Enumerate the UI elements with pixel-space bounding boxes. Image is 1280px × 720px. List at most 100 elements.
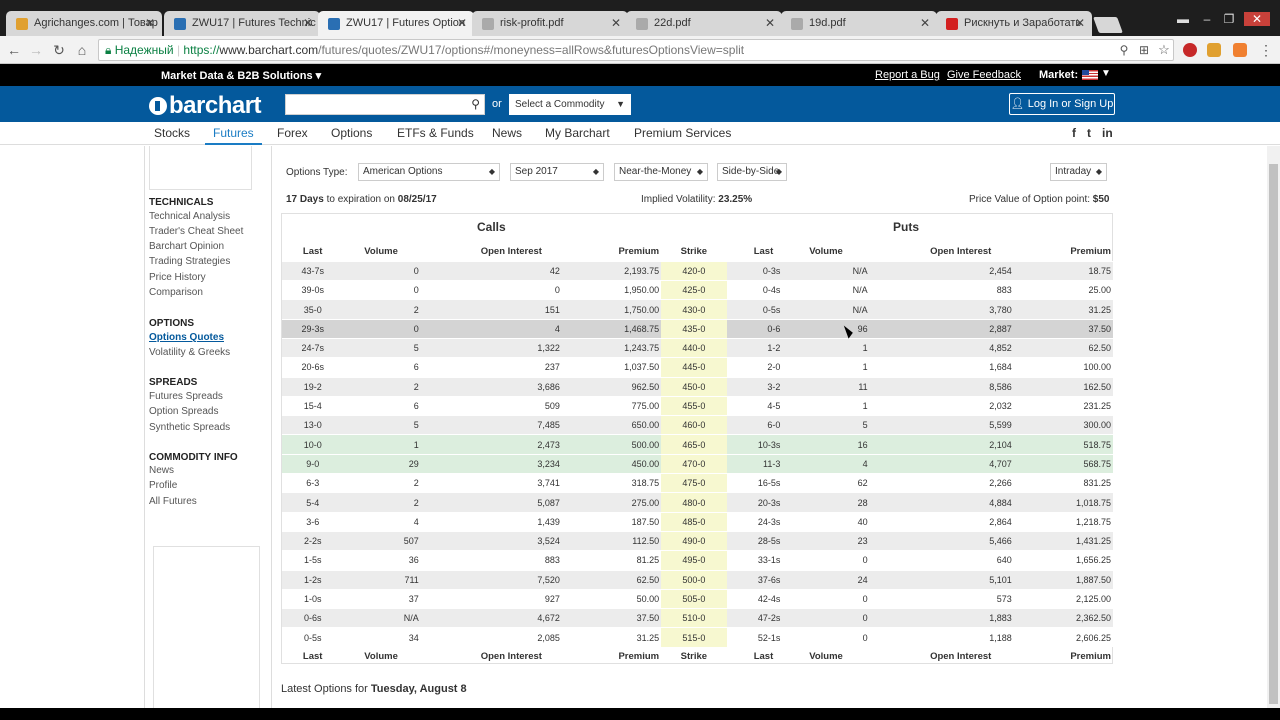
table-row[interactable]: 10-0 1 2,473 500.00 465-0 10-3s 16 2,104 518.75: [282, 434, 1113, 455]
star-icon[interactable]: ☆: [1158, 42, 1170, 57]
table-row[interactable]: 3-6 4 1,439 187.50 485-0 24-3s 40 2,864 1,218.75: [282, 511, 1113, 532]
table-row[interactable]: 0-5s 34 2,085 31.25 515-0 52-1s 0 1,188 2,606.25: [282, 627, 1113, 648]
table-row[interactable]: 1-0s 37 927 50.00 505-0 42-4s 0 573 2,125.00: [282, 588, 1113, 609]
expiry-select[interactable]: Sep 2017 ◆: [510, 163, 604, 181]
maximize-icon[interactable]: ❐: [1223, 12, 1235, 26]
login-button[interactable]: 👤︎ Log In or Sign Up: [1009, 93, 1115, 115]
sidebar-link[interactable]: Trader's Cheat Sheet: [149, 226, 244, 237]
view-select[interactable]: Side-by-Side ◆: [717, 163, 787, 181]
report-bug-link[interactable]: Report a Bug: [875, 69, 940, 81]
browser-tab-active[interactable]: ZWU17 | Futures Option ✕: [318, 11, 474, 37]
browser-tab[interactable]: ZWU17 | Futures Technic ✕: [164, 11, 320, 36]
table-row[interactable]: 29-3s 0 4 1,468.75 435-0 0-6 96 2,887 37.50: [282, 318, 1113, 339]
zoom-icon[interactable]: ⚲: [1119, 43, 1129, 57]
column-header[interactable]: Volume: [364, 245, 398, 257]
sidebar-link[interactable]: Trading Strategies: [149, 256, 231, 267]
sidebar-link[interactable]: News: [149, 465, 175, 476]
table-row[interactable]: 0-6s N/A 4,672 37.50 510-0 47-2s 0 1,883 2,362.5…: [282, 608, 1113, 628]
sidebar-link[interactable]: Technical Analysis: [149, 211, 231, 222]
nav-premium[interactable]: Premium Services: [634, 126, 732, 140]
browser-tab[interactable]: 19d.pdf ✕: [781, 11, 937, 36]
facebook-icon[interactable]: f: [1072, 126, 1076, 140]
nav-options[interactable]: Options: [331, 126, 373, 140]
column-header[interactable]: Volume: [809, 245, 843, 257]
interval-select[interactable]: Intraday ◆: [1050, 163, 1107, 181]
forward-icon[interactable]: →: [29, 42, 43, 58]
new-tab-button[interactable]: [1093, 17, 1123, 33]
sidebar-link[interactable]: Option Spreads: [149, 406, 219, 417]
scrollbar-thumb[interactable]: [1269, 164, 1278, 704]
table-row[interactable]: 5-4 2 5,087 275.00 480-0 20-3s 28 4,884 1,018.75: [282, 492, 1113, 513]
sidebar-link[interactable]: Synthetic Spreads: [149, 422, 231, 433]
table-row[interactable]: 1-2s 711 7,520 62.50 500-0 37-6s 24 5,101 1,887.…: [282, 569, 1113, 590]
adblock-icon[interactable]: [1183, 43, 1197, 57]
translate-icon[interactable]: ⊞: [1138, 43, 1150, 57]
close-tab-icon[interactable]: ✕: [302, 16, 313, 30]
column-header[interactable]: Premium: [618, 245, 660, 257]
close-tab-icon[interactable]: ✕: [1074, 16, 1085, 30]
nav-stocks[interactable]: Stocks: [154, 126, 191, 140]
sidebar-link-active[interactable]: Options Quotes: [149, 332, 224, 343]
menu-icon[interactable]: ⋮: [1259, 42, 1273, 58]
back-icon[interactable]: ←: [7, 42, 21, 58]
page-scrollbar[interactable]: [1267, 146, 1280, 720]
address-bar[interactable]: 🔒︎ Надежный | https://www.barchart.com/f…: [98, 39, 1174, 61]
sidebar-link[interactable]: Futures Spreads: [149, 391, 223, 402]
browser-tab[interactable]: 22d.pdf ✕: [626, 11, 782, 36]
column-header[interactable]: Last: [753, 245, 774, 257]
commodity-select[interactable]: Select a Commodity ▼: [509, 94, 631, 115]
table-row[interactable]: 15-4 6 509 775.00 455-0 4-5 1 2,032 231.25: [282, 395, 1113, 416]
browser-tab[interactable]: Рискнуть и Заработать ✕: [936, 11, 1092, 36]
table-row[interactable]: 1-5s 36 883 81.25 495-0 33-1s 0 640 1,656.25: [282, 550, 1113, 571]
moneyness-select[interactable]: Near-the-Money ◆: [614, 163, 708, 181]
table-row[interactable]: 39-0s 0 0 1,950.00 425-0 0-4s N/A 883 25.00: [282, 280, 1113, 300]
barchart-logo[interactable]: barchart: [149, 92, 262, 120]
chevron-down-icon[interactable]: ▼: [1101, 68, 1111, 79]
search-input[interactable]: ⚲: [285, 94, 485, 115]
us-flag-icon[interactable]: [1082, 70, 1098, 80]
reload-icon[interactable]: ↻: [53, 42, 65, 58]
table-row[interactable]: 6-3 2 3,741 318.75 475-0 16-5s 62 2,266 831.25: [282, 473, 1113, 493]
window-close-icon[interactable]: ✕: [1244, 12, 1270, 26]
table-row[interactable]: 43-7s 0 42 2,193.75 420-0 0-3s N/A 2,454 18.75: [282, 260, 1113, 281]
market-data-menu[interactable]: Market Data & B2B Solutions ▾: [161, 70, 322, 82]
user-icon[interactable]: ▬: [1177, 12, 1189, 26]
sidebar-link[interactable]: Profile: [149, 480, 178, 491]
table-row[interactable]: 20-6s 6 237 1,037.50 445-0 2-0 1 1,684 100.00: [282, 357, 1113, 378]
table-row[interactable]: 2-2s 507 3,524 112.50 490-0 28-5s 23 5,466 1,431…: [282, 530, 1113, 551]
nav-my-barchart[interactable]: My Barchart: [545, 126, 610, 140]
minimize-icon[interactable]: –: [1203, 12, 1211, 26]
browser-tab[interactable]: Agrichanges.com | Товар ✕: [6, 11, 162, 36]
extension-icon[interactable]: [1207, 43, 1221, 57]
table-row[interactable]: 19-2 2 3,686 962.50 450-0 3-2 11 8,586 162.50: [282, 376, 1113, 397]
nav-etfs[interactable]: ETFs & Funds: [397, 126, 474, 140]
home-icon[interactable]: ⌂: [77, 42, 87, 58]
linkedin-icon[interactable]: in: [1102, 126, 1113, 140]
column-header[interactable]: Open Interest: [930, 245, 992, 257]
close-tab-icon[interactable]: ✕: [919, 16, 930, 30]
extension-icon[interactable]: [1233, 43, 1247, 57]
table-row[interactable]: 35-0 2 151 1,750.00 430-0 0-5s N/A 3,780 31.25: [282, 299, 1113, 320]
close-tab-icon[interactable]: ✕: [456, 16, 467, 30]
sidebar-link[interactable]: Volatility & Greeks: [149, 347, 231, 358]
column-header[interactable]: Strike: [680, 245, 708, 257]
table-row[interactable]: 24-7s 5 1,322 1,243.75 440-0 1-2 1 4,852 62.50: [282, 337, 1113, 358]
search-icon[interactable]: ⚲: [471, 97, 480, 111]
options-type-select[interactable]: American Options ◆: [358, 163, 500, 181]
table-row[interactable]: 9-0 29 3,234 450.00 470-0 11-3 4 4,707 568.75: [282, 453, 1113, 474]
close-tab-icon[interactable]: ✕: [764, 16, 775, 30]
sidebar-link[interactable]: Comparison: [149, 287, 203, 298]
sidebar-link[interactable]: Price History: [149, 272, 206, 283]
column-header[interactable]: Last: [302, 245, 323, 257]
column-header[interactable]: Premium: [1070, 245, 1111, 257]
close-tab-icon[interactable]: ✕: [610, 16, 621, 30]
give-feedback-link[interactable]: Give Feedback: [947, 69, 1021, 81]
column-header[interactable]: Open Interest: [480, 245, 542, 257]
close-tab-icon[interactable]: ✕: [144, 16, 155, 30]
nav-forex[interactable]: Forex: [277, 126, 308, 140]
nav-news[interactable]: News: [492, 126, 523, 140]
sidebar-link[interactable]: All Futures: [149, 496, 197, 507]
table-row[interactable]: 13-0 5 7,485 650.00 460-0 6-0 5 5,599 300.00: [282, 415, 1113, 435]
sidebar-link[interactable]: Barchart Opinion: [149, 241, 225, 252]
twitter-icon[interactable]: t: [1087, 126, 1091, 140]
